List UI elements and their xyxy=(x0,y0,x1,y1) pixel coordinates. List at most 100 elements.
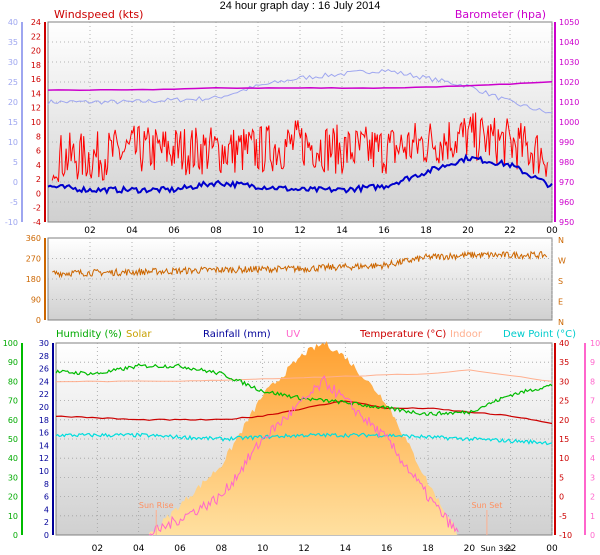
axis-tick-label: 10 xyxy=(39,467,49,476)
barometer-title: Barometer (hpa) xyxy=(455,8,546,21)
x-tick-label: 08 xyxy=(216,544,228,554)
x-tick-label: 02 xyxy=(92,544,103,554)
x-tick-label: 14 xyxy=(340,544,352,554)
axis-tick-label: 30 xyxy=(39,339,49,348)
axis-tick-label: 4 xyxy=(44,505,49,514)
x-tick-label: 16 xyxy=(381,544,393,554)
axis-tick-label: W xyxy=(558,257,566,266)
axis-tick-label: 28 xyxy=(39,352,49,361)
axis-tick-label: S xyxy=(558,277,563,286)
axis-tick-label: 990 xyxy=(559,138,574,147)
axis-tick-label: N xyxy=(558,318,564,327)
axis-tick-label: 40 xyxy=(559,339,569,348)
axis-tick-label: E xyxy=(558,298,563,307)
axis-tick-label: 980 xyxy=(559,158,574,167)
temp-title: Temperature (°C) xyxy=(359,329,446,340)
axis-tick-label: 22 xyxy=(31,32,41,41)
axis-tick-label: 10 xyxy=(31,118,41,127)
axis-tick-label: N xyxy=(558,236,564,245)
axis-tick-label: 26 xyxy=(39,365,49,374)
axis-tick-label: 960 xyxy=(559,198,574,207)
rainfall-title: Rainfall (mm) xyxy=(203,329,271,340)
axis-tick-label: 14 xyxy=(31,89,41,98)
axis-tick-label: 22 xyxy=(39,390,49,399)
axis-tick-label: 12 xyxy=(39,454,49,463)
axis-tick-label: 270 xyxy=(26,255,41,264)
axis-tick-label: 7 xyxy=(590,397,595,406)
axis-tick-label: 12 xyxy=(31,104,41,113)
axis-tick-label: -5 xyxy=(10,198,18,207)
axis-tick-label: 9 xyxy=(590,358,595,367)
axis-tick-label: 100 xyxy=(3,339,18,348)
axis-tick-label: -5 xyxy=(559,512,567,521)
axis-tick-label: 8 xyxy=(36,132,41,141)
x-tick-label: 12 xyxy=(298,544,309,554)
sunset-tick-label: Sun 3ss xyxy=(481,544,512,553)
axis-tick-label: 20 xyxy=(39,403,49,412)
axis-tick-label: 30 xyxy=(559,377,569,386)
axis-tick-label: 10 xyxy=(559,454,569,463)
axis-tick-label: 18 xyxy=(31,61,41,70)
axis-tick-label: 15 xyxy=(559,435,569,444)
axis-tick-label: 2 xyxy=(44,518,49,527)
x-tick-label: 06 xyxy=(174,544,186,554)
axis-tick-label: 8 xyxy=(590,377,595,386)
axis-tick-label: 24 xyxy=(39,377,49,386)
x-tick-label: 20 xyxy=(462,226,474,236)
axis-tick-label: 0 xyxy=(36,189,41,198)
axis-tick-label: 35 xyxy=(8,38,18,47)
axis-tick-label: 1020 xyxy=(559,78,579,87)
graph-title: 24 hour graph day : 16 July 2014 xyxy=(219,0,381,12)
x-tick-label: 02 xyxy=(84,226,95,236)
axis-tick-label: -10 xyxy=(559,531,572,540)
x-tick-label: 00 xyxy=(546,544,558,554)
axis-tick-label: 15 xyxy=(8,118,18,127)
gust-line xyxy=(51,112,548,183)
dew-title: Dew Point (°C) xyxy=(503,329,576,340)
sunrise-label: Sun Rise xyxy=(139,501,174,510)
x-tick-label: 04 xyxy=(126,226,138,236)
axis-tick-label: 50 xyxy=(8,435,18,444)
axis-tick-label: 80 xyxy=(8,377,18,386)
humidity-line xyxy=(55,363,553,417)
axis-tick-label: 2 xyxy=(590,493,595,502)
axis-tick-label: 70 xyxy=(8,397,18,406)
axis-tick-label: 1040 xyxy=(559,38,579,47)
axis-tick-label: 18 xyxy=(39,416,49,425)
axis-tick-label: 60 xyxy=(8,416,18,425)
axis-tick-label: 180 xyxy=(26,275,41,284)
axis-tick-label: 5 xyxy=(590,435,595,444)
axis-tick-label: 16 xyxy=(39,429,49,438)
axis-tick-label: 0 xyxy=(559,493,564,502)
axis-tick-label: 970 xyxy=(559,178,574,187)
axis-tick-label: 950 xyxy=(559,218,574,227)
axis-tick-label: 90 xyxy=(8,358,18,367)
axis-tick-label: 20 xyxy=(8,493,18,502)
axis-tick-label: 0 xyxy=(13,531,18,540)
axis-tick-label: 35 xyxy=(559,358,569,367)
axis-tick-label: 20 xyxy=(559,416,569,425)
solar-title: Solar xyxy=(126,329,152,340)
x-tick-label: 18 xyxy=(422,544,434,554)
axis-tick-label: 20 xyxy=(8,98,18,107)
axis-tick-label: 20 xyxy=(31,47,41,56)
axis-tick-label: 2 xyxy=(36,175,41,184)
avg-wind-line xyxy=(47,153,553,195)
axis-tick-label: 25 xyxy=(559,397,569,406)
axis-tick-label: 8 xyxy=(44,480,49,489)
axis-tick-label: 0 xyxy=(590,531,595,540)
axis-tick-label: 14 xyxy=(39,441,49,450)
x-tick-label: 16 xyxy=(378,226,390,236)
axis-tick-label: 6 xyxy=(590,416,595,425)
axis-tick-label: 4 xyxy=(590,454,595,463)
x-tick-label: 22 xyxy=(504,226,515,236)
x-tick-label: 08 xyxy=(210,226,222,236)
axis-tick-label: 16 xyxy=(31,75,41,84)
axis-tick-label: 1 xyxy=(590,512,595,521)
x-tick-label: 04 xyxy=(133,544,145,554)
x-tick-label: 00 xyxy=(546,226,558,236)
axis-tick-label: 5 xyxy=(559,473,564,482)
axis-tick-label: 1000 xyxy=(559,118,579,127)
axis-tick-label: 6 xyxy=(36,147,41,156)
axis-tick-label: 10 xyxy=(8,138,18,147)
